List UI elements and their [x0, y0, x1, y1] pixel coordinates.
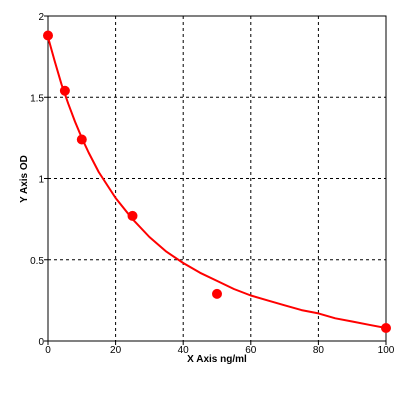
- fit-curve-layer: [47, 36, 387, 329]
- y-tick-label: 0.5: [30, 256, 44, 267]
- y-tick-label: 0: [38, 337, 44, 348]
- data-points: [43, 30, 391, 333]
- grid: [48, 16, 386, 341]
- x-tick-label: 40: [178, 345, 190, 356]
- y-tick-label: 1: [38, 175, 44, 186]
- y-tick-labels: 0 0.5 1 1.5 2: [30, 12, 44, 348]
- y-tick-label: 2: [38, 12, 44, 23]
- data-point: [59, 85, 70, 96]
- data-point: [43, 30, 53, 41]
- plot-frame: [47, 15, 387, 342]
- data-point: [381, 323, 391, 333]
- fit-curve: [47, 36, 387, 329]
- data-point: [76, 134, 87, 145]
- x-axis-label: X Axis ng/ml: [187, 354, 247, 365]
- x-tick-label: 20: [110, 345, 122, 356]
- x-tick-labels: 0 20 40 60 80 100: [45, 345, 395, 356]
- data-point: [127, 210, 138, 221]
- data-point: [212, 288, 222, 299]
- y-axis-label: Y Axis OD: [19, 155, 30, 203]
- x-tick-label: 0: [45, 345, 51, 356]
- x-tick-label: 80: [313, 345, 325, 356]
- y-tick-label: 1.5: [30, 93, 44, 104]
- x-tick-label: 60: [245, 345, 257, 356]
- ticks: [44, 15, 387, 345]
- x-tick-label: 100: [378, 345, 395, 356]
